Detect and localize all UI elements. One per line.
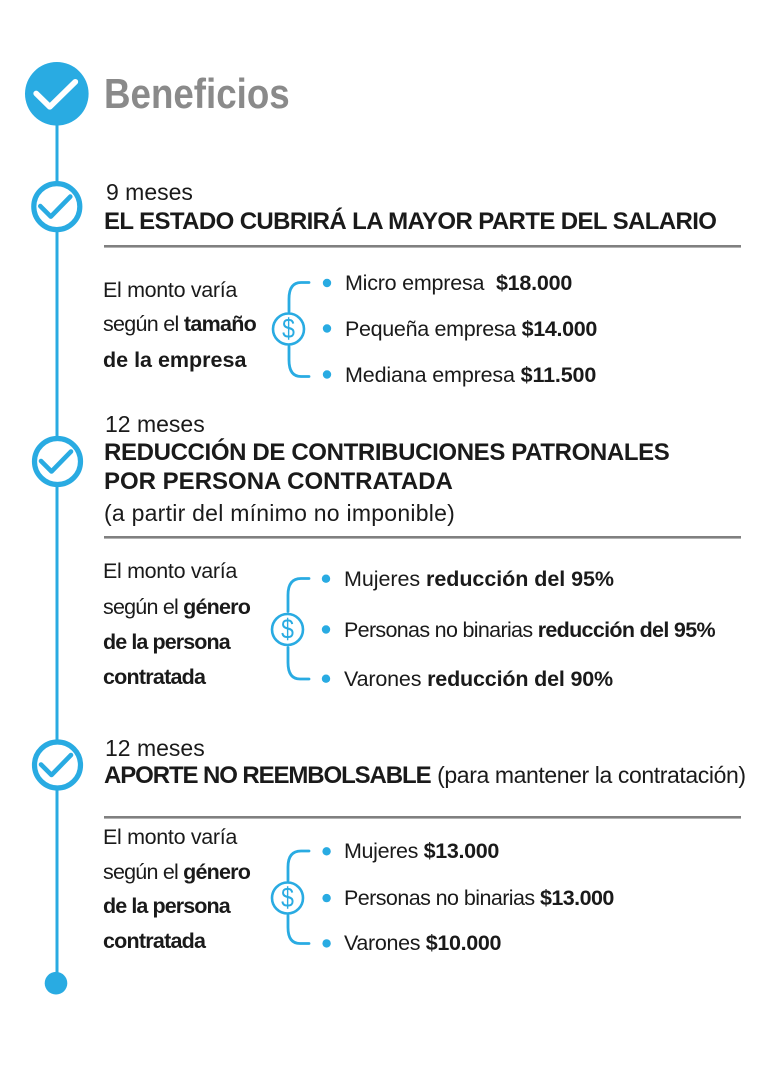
svg-text:$: $ xyxy=(281,615,294,645)
svg-text:$: $ xyxy=(281,883,294,913)
svg-text:$: $ xyxy=(282,314,295,344)
